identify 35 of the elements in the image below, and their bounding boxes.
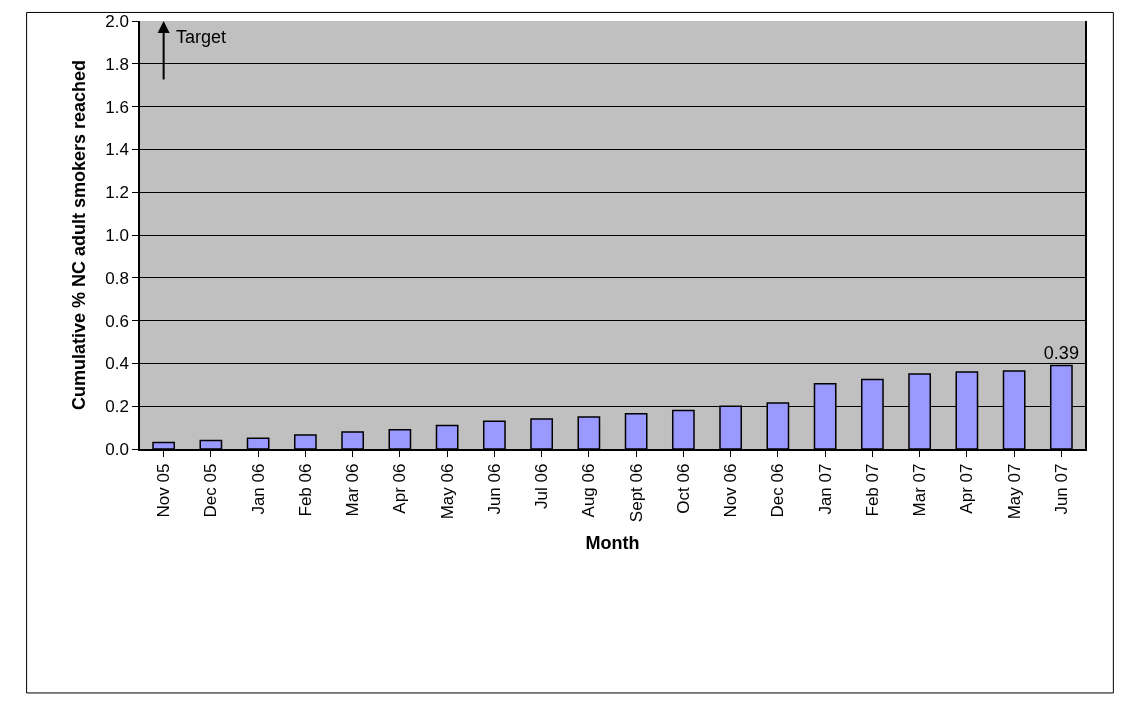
y-tick-label: 0.0: [105, 439, 129, 459]
x-tick-label: Apr 06: [390, 463, 410, 514]
annotation: Target: [176, 27, 227, 47]
y-tick-label: 2.0: [105, 11, 129, 31]
x-tick-label: May 06: [437, 463, 457, 520]
x-tick-label: Mar 06: [343, 463, 363, 517]
y-tick-label: 1.4: [105, 140, 129, 160]
y-tick-label: 1.2: [105, 183, 129, 203]
y-tick-label: 1.0: [105, 225, 129, 245]
x-tick-label: Nov 06: [721, 463, 741, 518]
x-tick-label: Jan 06: [248, 463, 268, 515]
x-tick-label: Jul 06: [532, 463, 552, 509]
x-tick-label: Jan 07: [815, 463, 835, 515]
x-tick-label: Aug 06: [579, 463, 599, 518]
x-tick-label: May 07: [1004, 463, 1024, 520]
x-tick-label: Oct 06: [673, 463, 693, 514]
x-tick-label: Jun 07: [1051, 463, 1071, 515]
x-tick-label: Apr 07: [957, 463, 977, 514]
y-tick-label: 0.4: [105, 354, 129, 374]
y-tick-label: 1.8: [105, 54, 129, 74]
x-tick-label: Mar 07: [910, 463, 930, 517]
y-axis-title: Cumulative % NC adult smokers reached: [68, 59, 89, 411]
y-tick-label: 0.6: [105, 311, 129, 331]
x-tick-label: Feb 07: [862, 463, 882, 517]
y-tick-label: 1.6: [105, 97, 129, 117]
x-tick-label: Nov 05: [154, 463, 174, 518]
data-label: 0.39: [1043, 342, 1079, 363]
y-tick-label: 0.2: [105, 397, 129, 417]
x-tick-label: Sept 06: [626, 463, 646, 523]
x-tick-label: Dec 05: [201, 463, 221, 518]
x-tick-label: Dec 06: [768, 463, 788, 518]
x-axis-title: Month: [585, 532, 640, 553]
x-tick-label: Jun 06: [484, 463, 504, 515]
x-tick-label: Feb 06: [295, 463, 315, 517]
y-tick-label: 0.8: [105, 268, 129, 288]
